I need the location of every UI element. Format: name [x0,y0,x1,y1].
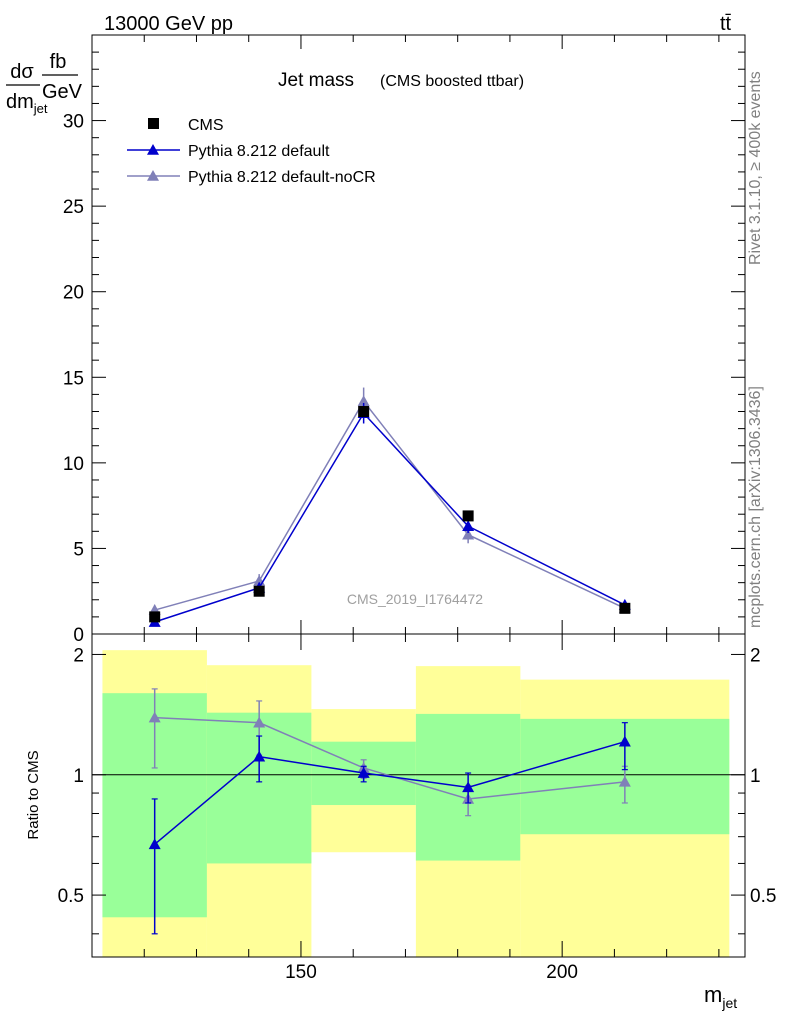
main-y-tick-label: 10 [63,454,84,475]
ratio-point [148,838,161,850]
ratio-y-tick-label: 0.5 [58,886,84,907]
legend-marker [147,144,159,155]
legend: CMS Pythia 8.212 default Pythia 8.212 defa… [127,117,376,186]
ratio-point [618,775,631,787]
ratio-y-tick-label: 1 [73,766,84,787]
main-point [462,520,475,531]
main-data-point [462,510,474,522]
ratio-point [462,781,475,793]
ratio-frame [91,633,746,958]
main-point [462,528,475,540]
legend-label: Pythia 8.212 default-noCR [188,169,376,186]
main-y-tick-label: 5 [73,539,84,560]
chart-subtitle: (CMS boosted ttbar) [380,73,524,90]
main-y-tick-label: 15 [63,368,84,389]
main-panel: Jet mass (CMS boosted ttbar) 0 5 10 15 20 25 3… [63,34,746,646]
process-label: tt̄ [720,13,732,35]
main-y-tick-label: 20 [63,283,84,304]
ratio-point [357,767,370,778]
rivet-note: Rivet 3.1.10, ≥ 400k events [747,71,764,265]
ratio-y-tick-label-right: 2 [750,645,761,666]
chart-title: Jet mass [278,70,354,91]
main-y-tick-label: 0 [73,625,84,646]
ratio-y-label: Ratio to CMS [25,750,42,839]
x-axis-label: mjet [704,982,737,1011]
analysis-watermark: CMS_2019_I1764472 [347,591,483,607]
main-y-tick-label: 30 [63,112,84,133]
main-data-point [358,406,370,418]
y-label-num-dsigma: dσ [10,61,34,83]
legend-label: Pythia 8.212 default [188,143,330,160]
y-label-den-gev: GeV [42,81,83,103]
energy-label: 13000 GeV pp [104,13,233,35]
legend-marker [147,170,159,181]
main-data-point [619,602,631,614]
main-data-point [253,585,265,597]
main-series-line [154,399,626,611]
ratio-panel: 0.5 0.5 1 1 2 2 150 200 [58,633,776,983]
ratio-point [253,750,266,762]
main-point [357,395,370,407]
mcplots-note: mcplots.cern.ch [arXiv:1306.3436] [747,386,764,628]
ratio-y-tick-label-right: 1 [750,766,761,787]
legend-marker [148,118,159,129]
main-y-label: dσ dmjet fb GeV [6,51,83,116]
ratio-point [148,711,161,723]
ratio-point [618,735,631,747]
ratio-y-tick-label-right: 0.5 [750,886,776,907]
x-tick-label: 150 [285,962,317,983]
ratio-y-tick-label: 2 [73,645,84,666]
main-data-point [149,611,161,623]
ratio-point [253,716,266,728]
legend-label: CMS [188,117,224,134]
y-label-den-dm: dmjet [6,91,48,116]
x-tick-label: 200 [546,962,578,983]
main-y-tick-label: 25 [63,197,84,218]
y-label-num-fb: fb [50,51,67,73]
